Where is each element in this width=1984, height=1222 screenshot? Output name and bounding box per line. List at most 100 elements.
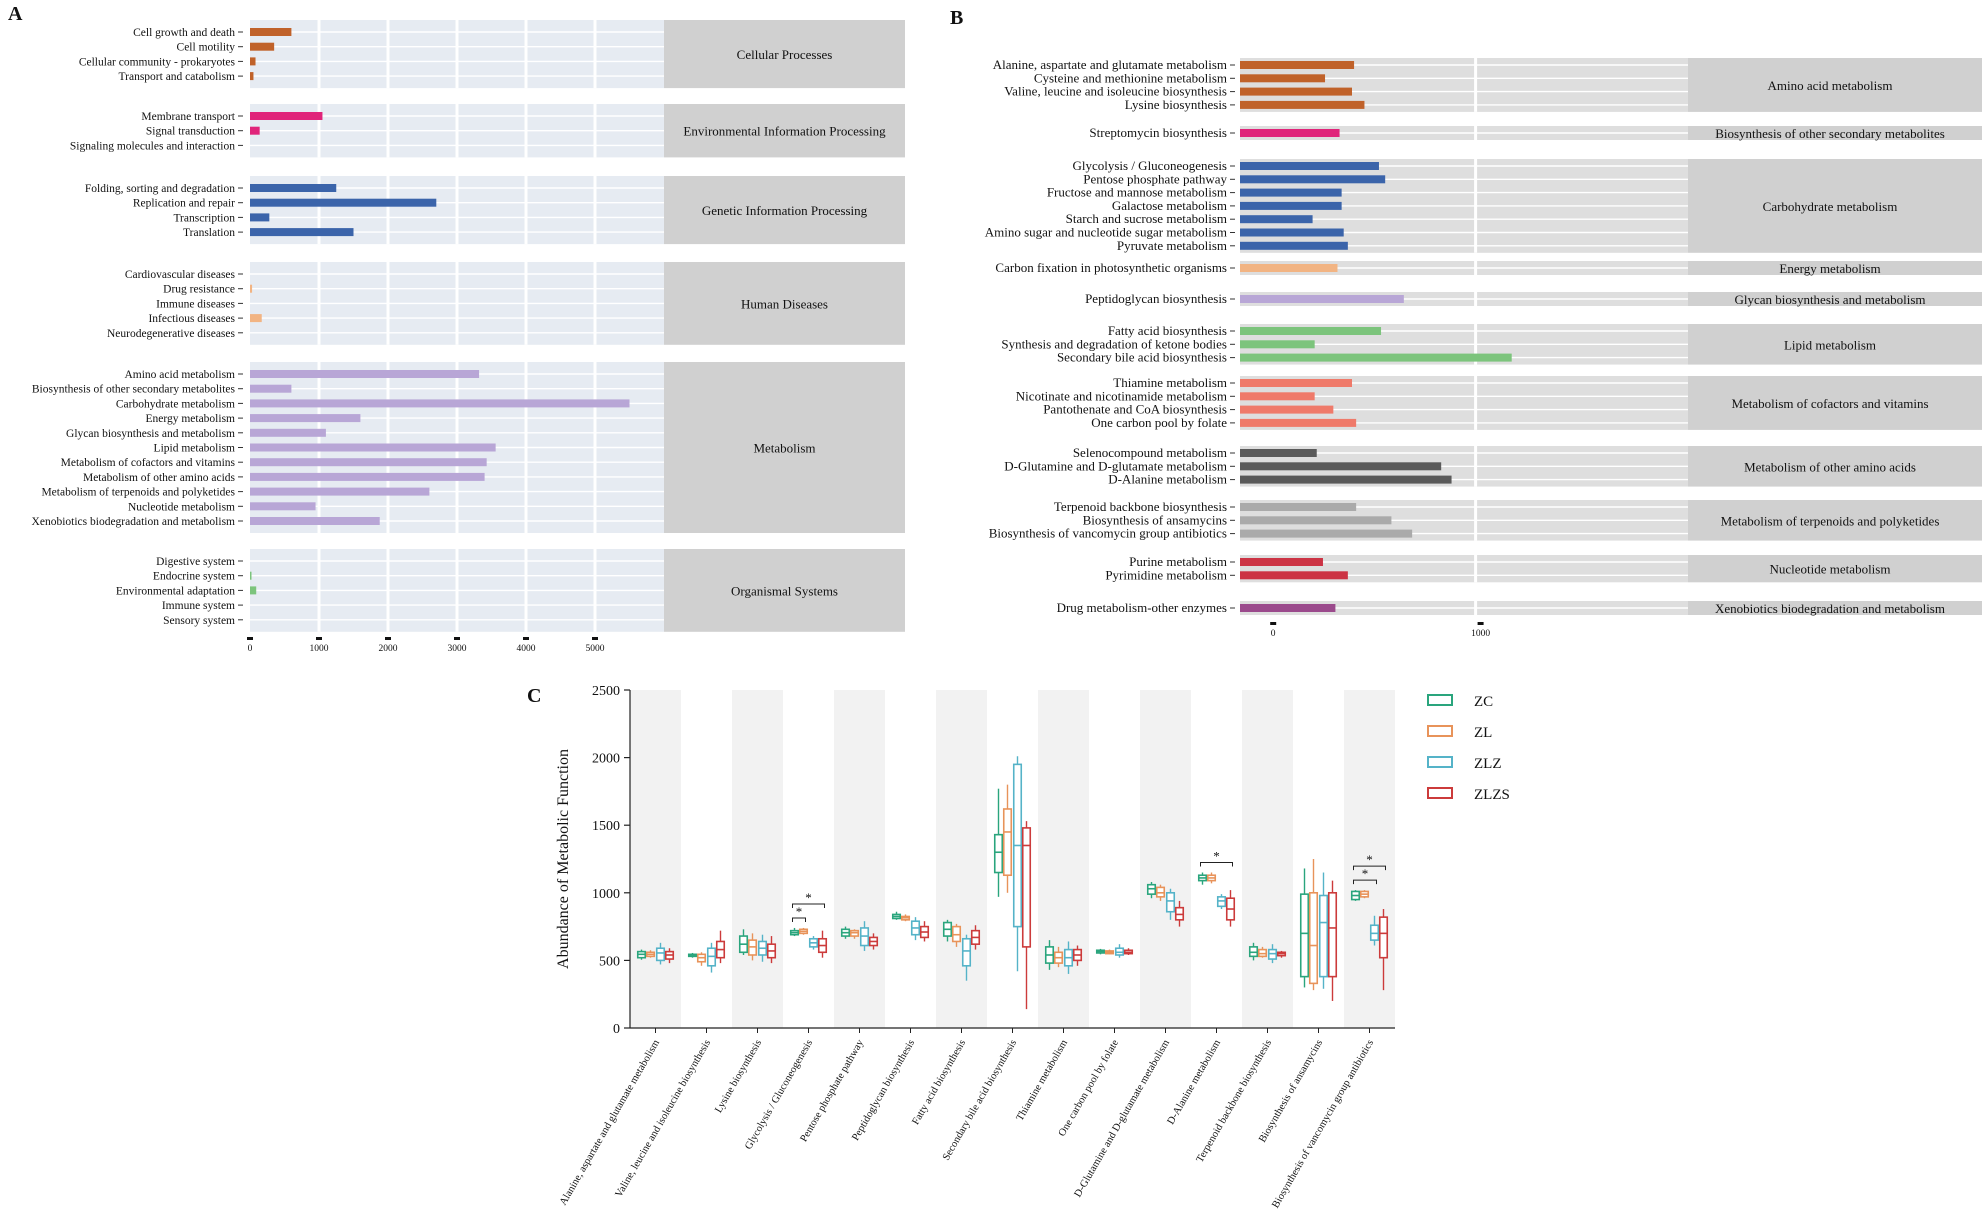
bar-cysteine-and-methionine-metabolism (1240, 74, 1326, 83)
bar-drug-metabolism-other-enzymes (1240, 604, 1336, 612)
category-label: Immune system (162, 600, 235, 612)
x-category-label: Peptidoglycan biosynthesis (850, 1038, 917, 1143)
bar-endocrine-system (250, 571, 252, 580)
category-label: Transport and catabolism (119, 71, 236, 83)
x-category-label: Thiamine metabolism (1015, 1038, 1070, 1123)
category-shade (936, 690, 987, 1028)
bar-replication-and-repair (250, 198, 437, 207)
y-tick-label: 500 (599, 954, 620, 969)
category-label: Cell growth and death (133, 27, 235, 39)
bar-energy-metabolism (250, 414, 361, 423)
bar-metabolism-of-terpenoids-and-polyketides (250, 487, 430, 496)
bar-translation (250, 228, 354, 237)
bar-streptomycin-biosynthesis (1240, 129, 1340, 137)
significance-star: * (1366, 852, 1373, 867)
x-category-label: Biosynthesis of vancomycin group antibio… (1270, 1038, 1376, 1210)
category-label: Infectious diseases (148, 313, 235, 325)
category-label: Purine metabolism (1129, 554, 1227, 569)
bar-peptidoglycan-biosynthesis (1240, 295, 1404, 303)
category-label: Replication and repair (133, 198, 235, 210)
x-tick-label: 2000 (379, 644, 398, 654)
group-label-energy-metabolism: Energy metabolism (1779, 261, 1880, 276)
category-label: Fructose and mannose metabolism (1047, 185, 1227, 200)
category-shade (630, 690, 681, 1028)
bar-pyrimidine-metabolism (1240, 571, 1348, 580)
box-zl (1308, 891, 1319, 985)
bar-carbon-fixation-in-photosynthetic-organisms (1240, 264, 1338, 272)
box-zlzs (1021, 827, 1032, 948)
category-label: Pentose phosphate pathway (1083, 171, 1227, 186)
category-label: Nicotinate and nicotinamide metabolism (1016, 388, 1227, 403)
group-strip-metabolism-of-cofactors-and-vitamins (1688, 376, 1982, 430)
category-label: Biosynthesis of ansamycins (1083, 512, 1227, 527)
bar-synthesis-and-degradation-of-ketone-bodies (1240, 340, 1315, 349)
legend-swatch-zc (1427, 694, 1453, 706)
bar-glycolysis-gluconeogenesis (1240, 162, 1379, 170)
bar-biosynthesis-of-ansamycins (1240, 516, 1392, 525)
category-label: Endocrine system (153, 571, 235, 583)
category-label: Xenobiotics biodegradation and metabolis… (32, 516, 235, 528)
bar-d-glutamine-and-d-glutamate-metabolism (1240, 462, 1442, 471)
bar-thiamine-metabolism (1240, 379, 1352, 387)
box-zl (1002, 808, 1013, 877)
bar-transport-and-catabolism (250, 72, 254, 81)
category-label: Metabolism of terpenoids and polyketides (41, 487, 235, 499)
x-category-label: D-Alanine metabolism (1166, 1038, 1223, 1127)
group-label-cellular-processes: Cellular Processes (737, 47, 833, 62)
legend-label-zc: ZC (1474, 694, 1493, 710)
bar-pantothenate-and-coa-biosynthesis (1240, 405, 1334, 414)
group-label-amino-acid-metabolism: Amino acid metabolism (1768, 78, 1893, 93)
bar-membrane-transport (250, 112, 323, 120)
x-tick-mark (523, 637, 529, 640)
bar-selenocompound-metabolism (1240, 449, 1317, 457)
group-label-lipid-metabolism: Lipid metabolism (1784, 337, 1876, 352)
category-label: Streptomycin biosynthesis (1089, 125, 1227, 140)
bar-glycan-biosynthesis-and-metabolism (250, 428, 326, 437)
x-tick-label: 0 (1271, 629, 1276, 639)
group-strip-genetic-information-processing (664, 176, 905, 245)
category-label: Cardiovascular diseases (125, 269, 236, 281)
x-tick-mark (247, 637, 253, 640)
x-tick-label: 5000 (586, 644, 605, 654)
bar-metabolism-of-cofactors-and-vitamins (250, 458, 487, 467)
group-label-human-diseases: Human Diseases (741, 296, 828, 311)
x-tick-label: 4000 (517, 644, 536, 654)
category-label: Digestive system (156, 556, 235, 568)
y-tick-label: 1000 (592, 887, 620, 902)
significance-bracket (792, 917, 806, 922)
x-tick-label: 3000 (448, 644, 467, 654)
bar-cell-motility (250, 42, 275, 51)
bar-signal-transduction (250, 126, 260, 135)
bar-cell-growth-and-death (250, 28, 292, 36)
category-shade (1038, 690, 1089, 1028)
significance-bracket (1353, 865, 1386, 871)
box-zlz (961, 937, 972, 967)
category-label: Pyrimidine metabolism (1105, 567, 1227, 582)
y-tick-label: 0 (613, 1022, 620, 1037)
group-strip-human-diseases (664, 262, 905, 345)
box-zc (1299, 893, 1310, 978)
significance-bracket (1353, 879, 1377, 885)
x-tick-mark (1477, 622, 1484, 625)
x-tick-mark (385, 637, 391, 640)
x-category-label: Valine, leucine and isoleucine biosynthe… (614, 1038, 713, 1199)
bar-one-carbon-pool-by-folate (1240, 418, 1357, 427)
group-label-metabolism-of-terpenoids-and-polyketides: Metabolism of terpenoids and polyketides (1721, 513, 1940, 528)
group-strip-amino-acid-metabolism (1688, 58, 1982, 112)
category-label: Sensory system (163, 615, 235, 627)
category-label: Galactose metabolism (1112, 198, 1227, 213)
category-label: Folding, sorting and degradation (85, 183, 235, 195)
group-strip-energy-metabolism (1688, 261, 1982, 275)
y-axis-title: Abundance of Metabolic Function (555, 749, 572, 969)
group-strip-metabolism (664, 362, 905, 533)
legend-label-zlz: ZLZ (1474, 756, 1502, 772)
category-label: D-Glutamine and D-glutamate metabolism (1004, 458, 1227, 473)
box-zlz (655, 947, 666, 962)
legend-swatch-zlzs (1427, 787, 1453, 799)
x-tick-label: 1000 (1471, 629, 1490, 639)
box-zlzs (1327, 891, 1338, 978)
category-shade (1140, 690, 1191, 1028)
category-label: Signal transduction (146, 126, 235, 138)
group-label-xenobiotics-biodegradation-and-metabolism: Xenobiotics biodegradation and metabolis… (1715, 601, 1945, 616)
bar-nicotinate-and-nicotinamide-metabolism (1240, 392, 1315, 401)
